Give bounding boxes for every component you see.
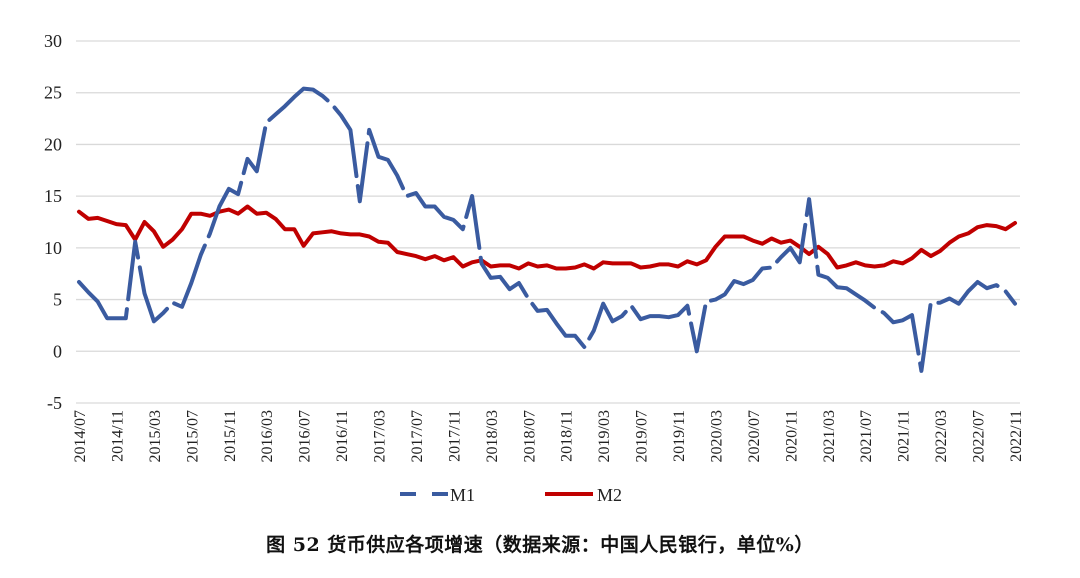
legend-m2-label: M2 <box>597 485 622 505</box>
y-tick-label: 20 <box>44 134 62 154</box>
x-tick-label: 2022/07 <box>971 410 988 462</box>
x-tick-label: 2018/07 <box>521 410 538 462</box>
y-tick-label: 10 <box>44 238 62 258</box>
x-tick-label: 2021/03 <box>821 410 838 462</box>
figure-caption: 图 52 货币供应各项增速（数据来源：中国人民银行，单位%） <box>266 534 814 556</box>
m2-series-line <box>77 204 1017 271</box>
x-tick-label: 2020/03 <box>708 410 725 462</box>
x-axis-labels: 2014/07 2014/11 2015/03 2015/07 2015/11 2016/… <box>72 410 1025 462</box>
x-tick-label: 2019/11 <box>671 410 688 462</box>
y-tick-label: 0 <box>53 341 62 361</box>
legend-m1-label: M1 <box>450 485 475 505</box>
x-tick-label: 2020/11 <box>783 410 800 462</box>
y-tick-label: 5 <box>53 290 62 310</box>
y-tick-label: 30 <box>44 31 62 51</box>
x-tick-label: 2022/03 <box>933 410 950 462</box>
x-tick-label: 2018/11 <box>559 410 576 462</box>
y-tick-label: -5 <box>47 393 62 413</box>
x-tick-label: 2017/11 <box>446 410 463 462</box>
x-tick-label: 2016/07 <box>297 410 314 462</box>
x-tick-label: 2016/03 <box>259 410 276 462</box>
x-tick-label: 2016/11 <box>334 410 351 462</box>
legend: M1 M2 <box>400 485 622 505</box>
x-tick-label: 2019/03 <box>596 410 613 462</box>
x-tick-label: 2017/07 <box>409 410 426 462</box>
x-tick-label: 2014/11 <box>109 410 126 462</box>
y-axis-labels: -5 0 5 10 15 20 25 30 <box>44 31 62 413</box>
x-tick-label: 2022/11 <box>1008 410 1025 462</box>
x-tick-label: 2015/03 <box>147 410 164 462</box>
x-tick-label: 2014/07 <box>72 410 89 462</box>
x-tick-label: 2015/11 <box>222 410 239 462</box>
y-tick-label: 25 <box>44 83 62 103</box>
x-tick-label: 2017/03 <box>372 410 389 462</box>
x-tick-label: 2020/07 <box>746 410 763 462</box>
x-tick-label: 2018/03 <box>484 410 501 462</box>
x-tick-label: 2015/07 <box>184 410 201 462</box>
m1-series-line <box>77 86 1017 373</box>
x-tick-label: 2021/11 <box>896 410 913 462</box>
x-tick-label: 2019/07 <box>634 410 651 462</box>
x-tick-label: 2021/07 <box>858 410 875 462</box>
y-tick-label: 15 <box>44 186 62 206</box>
gridlines <box>76 40 1020 404</box>
